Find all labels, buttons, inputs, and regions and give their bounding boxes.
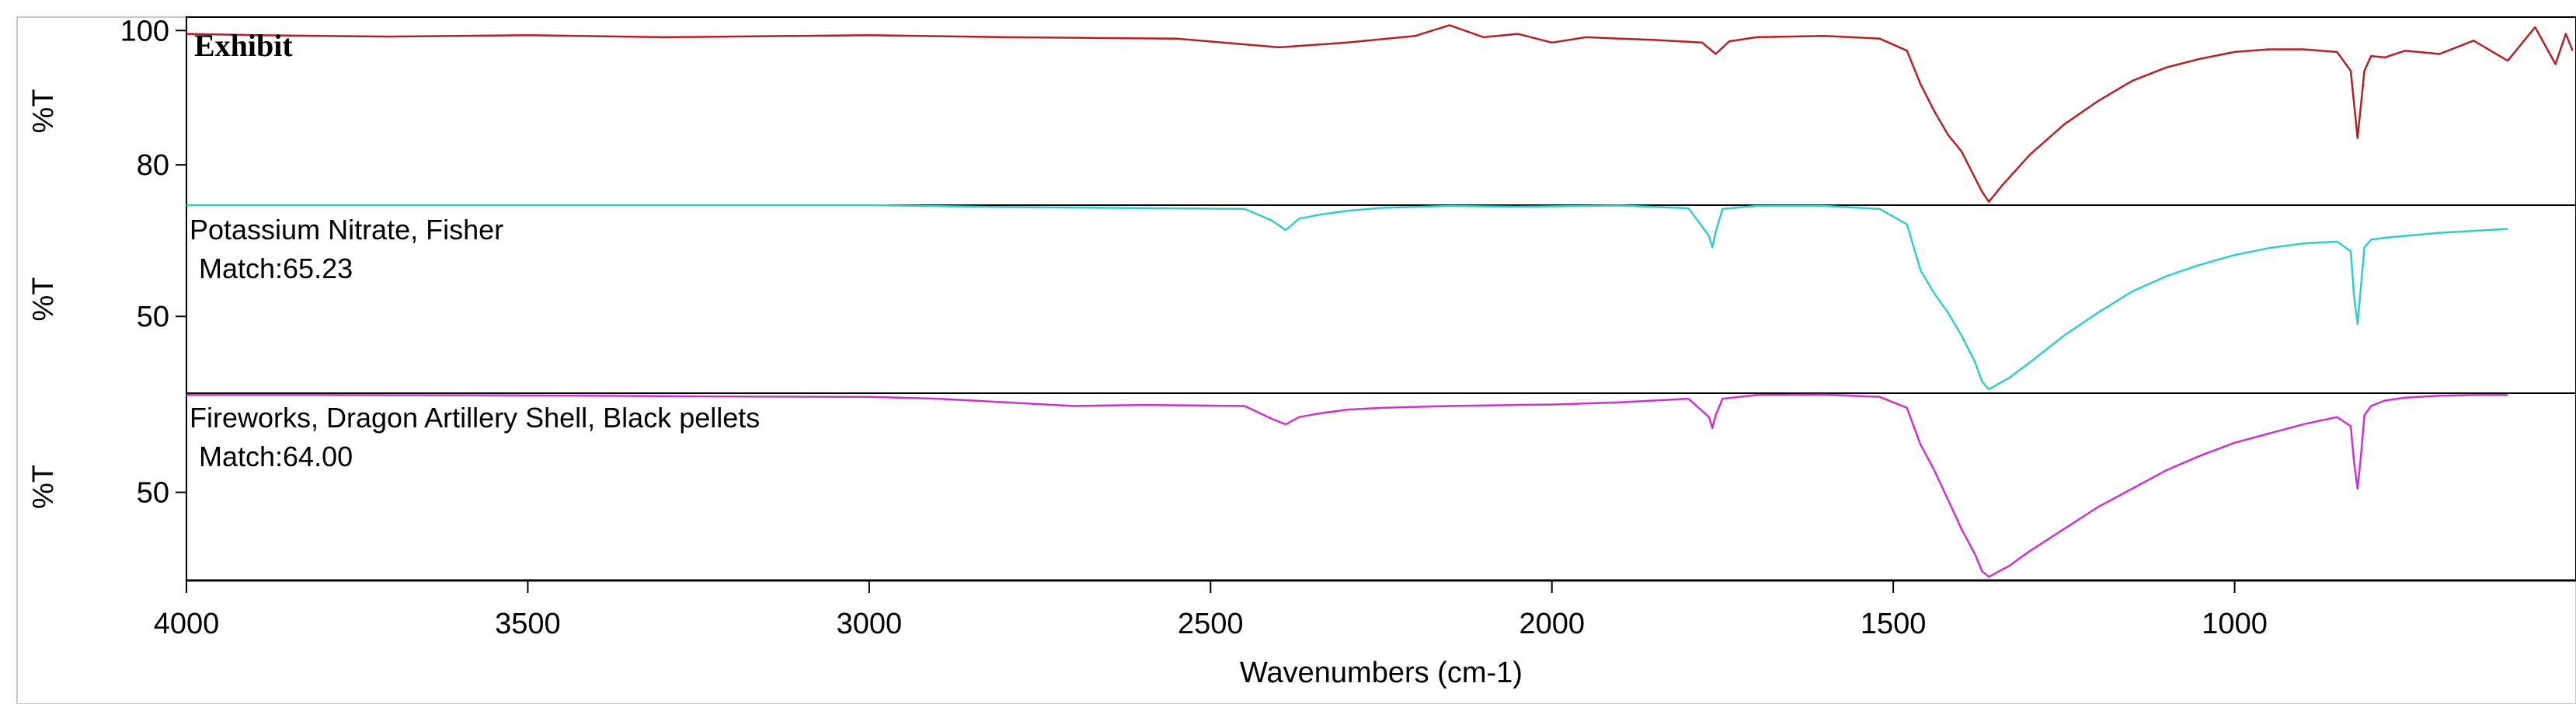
panels-layer: 100 80 %T Exhibit 50 %T Potassium Nitrate, Fis… (27, 15, 2574, 578)
y-tick-label: 100 (120, 15, 169, 47)
spectrum-panel-1: 100 80 %T Exhibit (27, 15, 2574, 203)
spectrum-panel-3: 50 %T Fireworks, Dragon Artillery Shell, B… (27, 393, 2508, 578)
x-axis: 4000 3500 3000 2500 2000 1500 1000 (154, 580, 2268, 640)
x-tick-label: 3500 (495, 608, 561, 640)
panel-label: Fireworks, Dragon Artillery Shell, Black… (190, 402, 760, 434)
match-score: Match:65.23 (199, 253, 353, 284)
match-score: Match:64.00 (199, 441, 353, 472)
x-tick-label: 3000 (837, 608, 903, 640)
plot-area-frame (186, 16, 2576, 581)
spectrum-line-1 (186, 24, 2574, 203)
y-axis-title: %T (27, 465, 60, 509)
y-axis-title: %T (27, 277, 60, 322)
x-tick-label: 4000 (154, 608, 220, 640)
y-tick-label: 50 (137, 477, 169, 510)
x-tick-label: 1000 (2202, 608, 2268, 640)
x-tick-label: 1500 (1861, 608, 1927, 640)
panel-label: Exhibit (194, 28, 293, 63)
spectrum-panel-2: 50 %T Potassium Nitrate, Fisher Match:65.23 (27, 204, 2508, 391)
y-axis-title: %T (27, 89, 60, 134)
figure-frame (16, 16, 2576, 704)
panel-label: Potassium Nitrate, Fisher (190, 214, 503, 246)
spectrum-line-2 (186, 204, 2508, 391)
x-tick-label: 2000 (1519, 608, 1585, 640)
spectrum-line-3 (186, 393, 2508, 578)
x-tick-label: 2500 (1178, 608, 1244, 640)
y-tick-label: 50 (137, 301, 169, 333)
x-axis-title: Wavenumbers (cm-1) (1240, 657, 1523, 689)
y-tick-label: 80 (137, 149, 169, 182)
